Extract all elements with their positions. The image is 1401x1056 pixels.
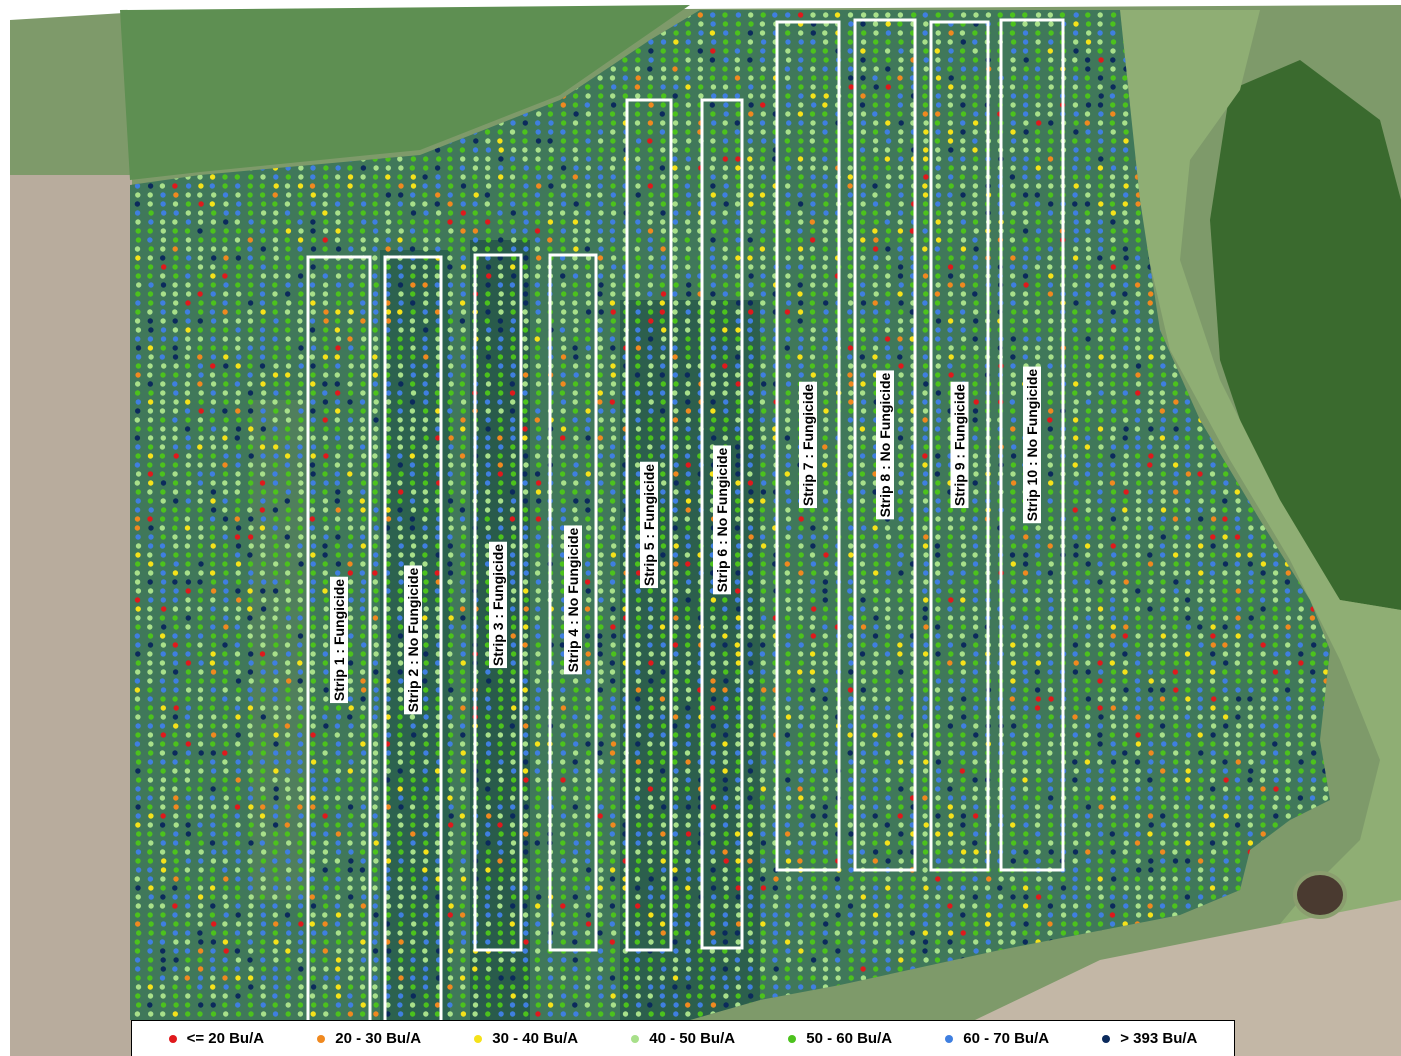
pond — [1293, 871, 1347, 919]
strip-outlines: Strip 1 : Fungicide Strip 2 : No Fungicid… — [306, 18, 1065, 1056]
strip-label: Strip 9 : Fungicide — [952, 384, 968, 506]
legend-item: 60 - 70 Bu/A — [945, 1030, 1049, 1047]
strip-7: Strip 7 : Fungicide — [775, 20, 841, 872]
legend-swatch — [631, 1034, 640, 1043]
strip-label-halo — [489, 541, 507, 669]
crop-field-top-left — [120, 5, 690, 180]
strip-label: Strip 4 : No Fungicide — [565, 527, 581, 672]
legend: <= 20 Bu/A 20 - 30 Bu/A 30 - 40 Bu/A 40 … — [131, 1020, 1235, 1056]
strip-1: Strip 1 : Fungicide — [306, 255, 372, 1056]
legend-swatch — [945, 1034, 954, 1043]
strip-label: Strip 5 : Fungicide — [641, 464, 657, 586]
legend-swatch — [474, 1034, 483, 1043]
strip-label: Strip 10 : No Fungicide — [1024, 369, 1040, 522]
legend-swatch — [317, 1034, 326, 1043]
strip-outline — [999, 18, 1065, 872]
strip-label-halo — [404, 565, 422, 715]
legend-item: 30 - 40 Bu/A — [474, 1030, 578, 1047]
strip-label: Strip 6 : No Fungicide — [714, 447, 730, 592]
legend-item: <= 20 Bu/A — [168, 1030, 265, 1047]
strip-4: Strip 4 : No Fungicide — [548, 253, 598, 952]
legend-label: 50 - 60 Bu/A — [806, 1030, 893, 1047]
strip-label: Strip 1 : Fungicide — [331, 579, 347, 701]
strip-label-halo — [799, 381, 817, 509]
strip-outline — [383, 255, 443, 1056]
strip-label-halo — [950, 381, 969, 509]
legend-label: 30 - 40 Bu/A — [492, 1030, 579, 1047]
strip-5: Strip 5 : Fungicide — [625, 98, 673, 952]
strip-2: Strip 2 : No Fungicide — [383, 255, 443, 1056]
legend-swatch — [788, 1034, 797, 1043]
strip-9: Strip 9 : Fungicide — [929, 20, 990, 872]
legend-item: > 393 Bu/A — [1102, 1030, 1197, 1047]
strip-label-halo — [330, 576, 348, 704]
strip-label: Strip 8 : No Fungicide — [877, 372, 893, 517]
strip-6: Strip 6 : No Fungicide — [700, 98, 744, 950]
strip-3: Strip 3 : Fungicide — [473, 253, 523, 952]
bare-field-left — [10, 175, 132, 1056]
strip-label: Strip 2 : No Fungicide — [405, 567, 421, 712]
strip-label-halo — [1023, 366, 1041, 524]
strip-outline — [775, 20, 841, 872]
strip-label: Strip 7 : Fungicide — [800, 384, 816, 506]
strip-outline — [473, 253, 523, 952]
legend-label: 20 - 30 Bu/A — [335, 1030, 422, 1047]
strip-label-halo — [564, 525, 582, 675]
strip-outline — [853, 18, 917, 872]
legend-label: 60 - 70 Bu/A — [963, 1030, 1050, 1047]
strip-outline — [625, 98, 673, 952]
strip-outline — [306, 255, 372, 1056]
strip-label: Strip 3 : Fungicide — [490, 544, 506, 666]
legend-item: 40 - 50 Bu/A — [631, 1030, 735, 1047]
legend-item: 20 - 30 Bu/A — [317, 1030, 421, 1047]
legend-label: 40 - 50 Bu/A — [649, 1030, 736, 1047]
strip-outline — [548, 253, 598, 952]
strip-outline — [700, 98, 744, 950]
strip-outline — [929, 20, 990, 872]
strip-label-halo — [876, 370, 894, 520]
legend-label: > 393 Bu/A — [1120, 1030, 1198, 1047]
legend-label: <= 20 Bu/A — [186, 1030, 265, 1047]
legend-item: 50 - 60 Bu/A — [788, 1030, 892, 1047]
strip-label-halo — [713, 445, 731, 595]
legend-swatch — [168, 1034, 177, 1043]
strip-label-halo — [640, 461, 658, 589]
strip-10: Strip 10 : No Fungicide — [999, 18, 1065, 872]
legend-swatch — [1102, 1034, 1111, 1043]
strip-8: Strip 8 : No Fungicide — [853, 18, 917, 872]
bare-field-bottom-right — [900, 900, 1401, 1056]
